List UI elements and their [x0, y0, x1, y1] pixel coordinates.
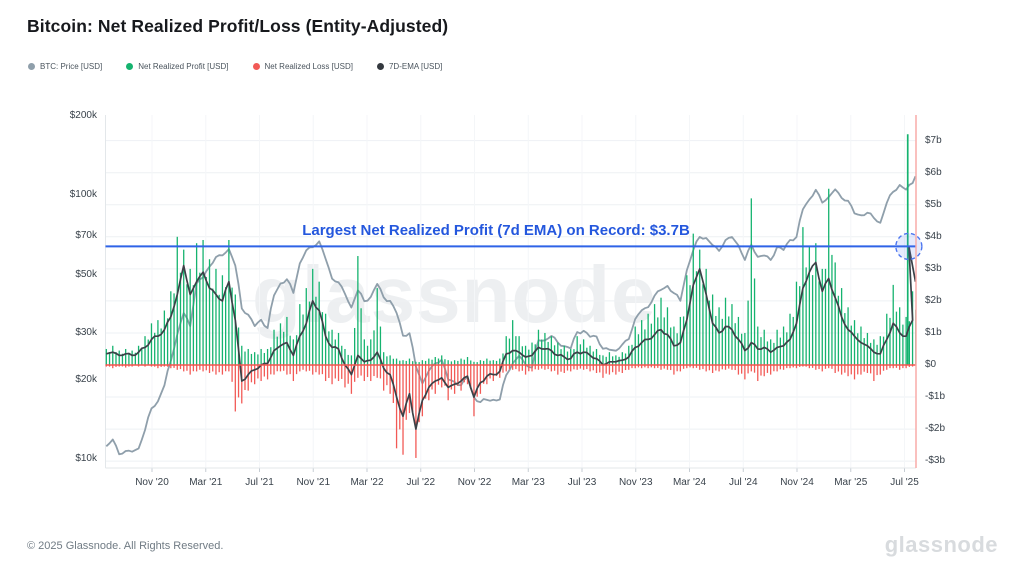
legend-dot-icon — [126, 63, 134, 70]
legend-dot-icon — [252, 63, 260, 70]
legend-label: BTC: Price [USD] — [40, 62, 103, 71]
legend-dot-icon — [28, 63, 35, 70]
highlight-circle — [895, 232, 923, 261]
glassnode-logo: glassnode — [884, 532, 998, 557]
chart-legend: BTC: Price [USD] Net Realized Profit [USD… — [28, 62, 442, 71]
legend-item-3[interactable]: 7D-EMA [USD] — [376, 62, 443, 71]
legend-item-2[interactable]: Net Realized Loss [USD] — [252, 62, 353, 71]
legend-label: Net Realized Loss [USD] — [264, 62, 353, 71]
legend-dot-icon — [376, 63, 384, 70]
legend-label: 7D-EMA [USD] — [388, 62, 443, 71]
legend-item-1[interactable]: Net Realized Profit [USD] — [126, 62, 229, 71]
btc-price-line — [105, 175, 917, 456]
page-title: Bitcoin: Net Realized Profit/Loss (Entit… — [27, 16, 449, 36]
record-annotation: Largest Net Realized Profit (7d EMA) on … — [302, 222, 690, 239]
legend-item-0[interactable]: BTC: Price [USD] — [28, 62, 102, 71]
ema-7d-line — [106, 245, 917, 430]
legend-label: Net Realized Profit [USD] — [138, 62, 229, 71]
copyright-text: © 2025 Glassnode. All Rights Reserved. — [27, 540, 224, 552]
